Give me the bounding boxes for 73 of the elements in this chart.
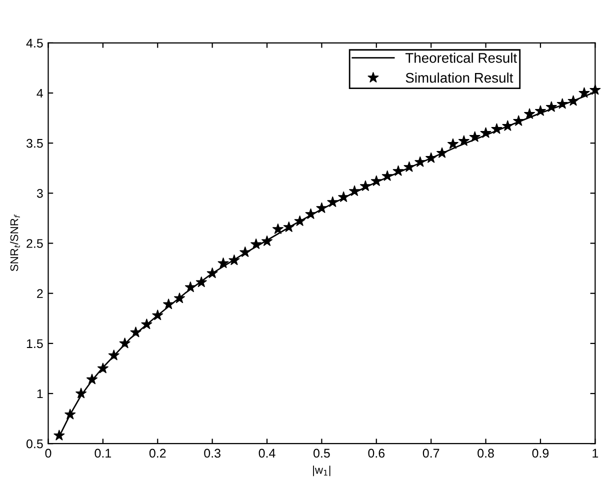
point xyxy=(546,101,558,112)
x-tick-label: 0.7 xyxy=(422,448,440,458)
point xyxy=(524,108,536,119)
point xyxy=(240,246,251,258)
point xyxy=(414,156,426,167)
point xyxy=(283,221,295,232)
point xyxy=(86,374,98,384)
y-tick-label: 1 xyxy=(37,389,43,398)
y-tick-label: 4.5 xyxy=(26,38,43,48)
point xyxy=(578,87,590,98)
point xyxy=(272,223,284,234)
x-tick-label: 0.5 xyxy=(314,448,330,458)
point xyxy=(228,254,240,266)
point xyxy=(568,95,579,106)
point xyxy=(458,135,470,146)
x-tick-label: 0.4 xyxy=(258,448,276,458)
y-tick-label: 4 xyxy=(36,88,44,98)
point xyxy=(348,185,360,196)
point xyxy=(218,257,229,268)
y-tick-label: 2 xyxy=(37,289,43,298)
point xyxy=(512,115,524,126)
point xyxy=(327,196,338,208)
point xyxy=(392,165,404,176)
y-tick-label: 2.5 xyxy=(26,239,43,248)
point xyxy=(141,318,152,330)
point xyxy=(54,430,65,440)
point xyxy=(130,326,142,338)
legend-label: Simulation Result xyxy=(406,72,514,83)
x-tick-label: 0.3 xyxy=(204,448,220,458)
x-tick-label: 1 xyxy=(592,448,598,458)
point xyxy=(174,292,186,304)
point xyxy=(119,338,130,348)
point xyxy=(491,123,502,134)
point xyxy=(502,120,514,131)
point xyxy=(196,276,208,288)
x-tick-label: 0.9 xyxy=(532,448,549,458)
point xyxy=(64,408,76,420)
y-tick-label: 3 xyxy=(36,188,43,198)
x-tick-label: 0.2 xyxy=(149,448,166,458)
point xyxy=(162,298,174,310)
point xyxy=(404,161,415,172)
point xyxy=(436,147,448,158)
x-tick-label: 0.6 xyxy=(368,448,385,458)
y-tick-label: 3.5 xyxy=(26,138,43,148)
point xyxy=(305,208,316,220)
x-tick-label: 0.8 xyxy=(478,448,494,458)
point xyxy=(184,281,196,292)
x-tick-label: 0 xyxy=(45,448,52,458)
legend-label: Theoretical Result xyxy=(405,52,517,63)
point xyxy=(250,238,262,250)
point xyxy=(316,202,328,214)
point xyxy=(382,170,393,181)
x-tick-label: 0.1 xyxy=(94,448,112,458)
point xyxy=(480,127,492,138)
y-axis-title: SNR$_{t}$/SNR$_{f}$ xyxy=(10,214,20,272)
point xyxy=(425,152,437,163)
point xyxy=(370,175,382,186)
point xyxy=(294,215,306,226)
point xyxy=(97,362,109,374)
point xyxy=(469,131,480,142)
point xyxy=(261,235,273,246)
point xyxy=(360,180,372,192)
point xyxy=(447,138,459,149)
y-tick-label: 1.5 xyxy=(26,339,43,348)
point xyxy=(108,350,120,360)
point xyxy=(338,191,350,202)
point xyxy=(152,309,164,320)
point xyxy=(75,388,87,398)
x-axis-title: |w$_{1}$| xyxy=(313,466,330,476)
point xyxy=(206,267,218,278)
point xyxy=(534,105,546,116)
y-tick-label: 0.5 xyxy=(26,439,43,448)
point xyxy=(556,98,568,109)
